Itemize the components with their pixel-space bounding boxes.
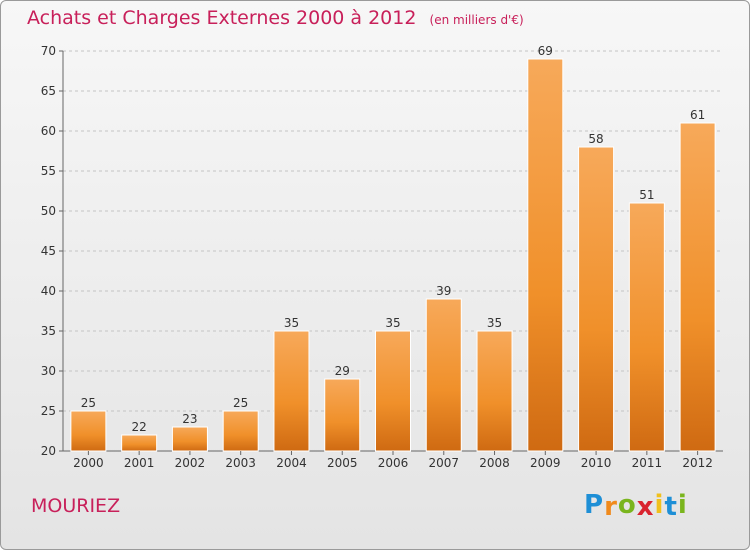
proxiti-logo: Proxiti: [584, 490, 688, 522]
logo-letter: r: [604, 492, 618, 522]
x-tick-label: 2008: [479, 456, 510, 470]
y-tick-label: 45: [41, 244, 56, 258]
y-tick-label: 65: [41, 84, 56, 98]
x-tick-label: 2003: [225, 456, 256, 470]
x-tick-label: 2002: [175, 456, 206, 470]
x-tick-label: 2001: [124, 456, 155, 470]
chart-unit-note: (en milliers d'€): [429, 13, 524, 27]
x-tick-label: 2006: [378, 456, 409, 470]
bar: [222, 410, 259, 452]
data-label: 25: [81, 396, 96, 410]
x-tick-label: 2004: [276, 456, 307, 470]
bar: [273, 330, 310, 452]
x-tick-label: 2005: [327, 456, 358, 470]
data-label: 35: [385, 316, 400, 330]
logo-letter: t: [664, 492, 678, 522]
y-tick-label: 55: [41, 164, 56, 178]
y-tick-label: 70: [41, 44, 56, 58]
logo-letter: i: [677, 490, 688, 520]
data-label: 51: [639, 188, 654, 202]
bar: [628, 202, 665, 452]
chart-title-text: Achats et Charges Externes 2000 à 2012: [27, 7, 417, 29]
data-label: 35: [487, 316, 502, 330]
data-label: 58: [588, 132, 603, 146]
data-label: 69: [538, 44, 553, 58]
logo-letter: x: [636, 492, 655, 522]
bar: [121, 434, 158, 452]
y-tick-label: 30: [41, 364, 56, 378]
logo-letter: P: [584, 490, 605, 520]
data-label: 35: [284, 316, 299, 330]
data-label: 29: [335, 364, 350, 378]
y-tick-label: 60: [41, 124, 56, 138]
data-label: 23: [182, 412, 197, 426]
bar: [324, 378, 361, 452]
bar: [375, 330, 411, 452]
y-tick-label: 35: [41, 324, 56, 338]
y-tick-label: 50: [41, 204, 56, 218]
x-tick-label: 2007: [428, 456, 459, 470]
x-tick-label: 2012: [682, 456, 713, 470]
logo-letter: i: [654, 490, 665, 520]
bar: [578, 146, 615, 452]
data-label: 25: [233, 396, 248, 410]
x-tick-label: 2011: [632, 456, 663, 470]
data-label: 22: [132, 420, 147, 434]
logo-letter: o: [617, 490, 637, 520]
x-tick-label: 2010: [581, 456, 612, 470]
data-label: 39: [436, 284, 451, 298]
bar: [527, 58, 564, 452]
bar: [171, 426, 208, 452]
x-tick-label: 2009: [530, 456, 561, 470]
y-tick-label: 40: [41, 284, 56, 298]
data-label: 61: [690, 108, 705, 122]
y-tick-label: 25: [41, 404, 56, 418]
bar: [70, 410, 107, 452]
town-name: MOURIEZ: [31, 495, 121, 517]
bar: [476, 330, 513, 452]
y-tick-label: 20: [41, 444, 56, 458]
x-tick-label: 2000: [73, 456, 104, 470]
bar: [679, 122, 716, 452]
bar: [425, 298, 462, 452]
chart-title: Achats et Charges Externes 2000 à 2012 (…: [27, 7, 524, 29]
